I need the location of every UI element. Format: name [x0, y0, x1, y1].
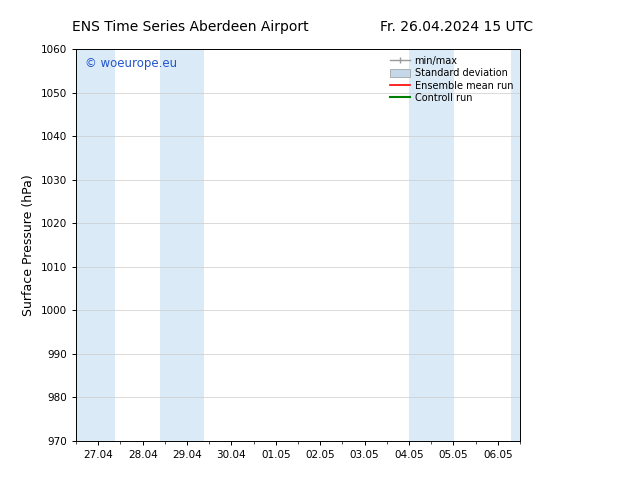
Bar	[76, 49, 115, 441]
Bar	[409, 49, 454, 441]
Text: Fr. 26.04.2024 15 UTC: Fr. 26.04.2024 15 UTC	[380, 20, 533, 34]
Text: © woeurope.eu: © woeurope.eu	[85, 57, 177, 70]
Y-axis label: Surface Pressure (hPa): Surface Pressure (hPa)	[22, 174, 36, 316]
Bar	[160, 49, 204, 441]
Text: ENS Time Series Aberdeen Airport: ENS Time Series Aberdeen Airport	[72, 20, 309, 34]
Bar	[511, 49, 520, 441]
Legend: min/max, Standard deviation, Ensemble mean run, Controll run: min/max, Standard deviation, Ensemble me…	[388, 54, 515, 105]
